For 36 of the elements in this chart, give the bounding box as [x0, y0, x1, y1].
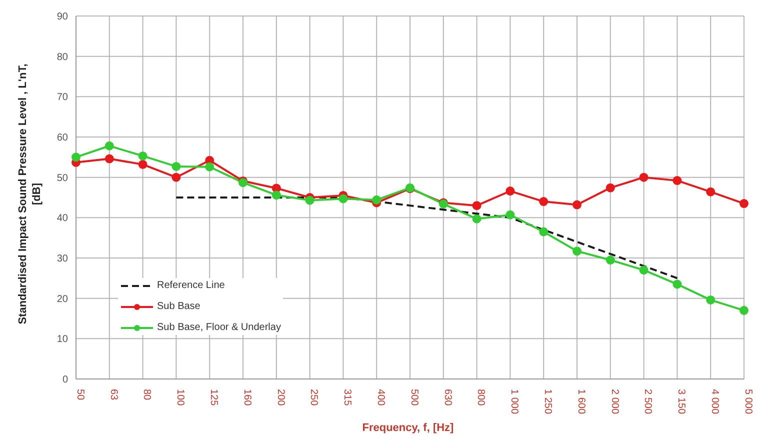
y-tick-label: 40	[56, 213, 68, 224]
x-tick-label: 200	[274, 389, 286, 406]
x-tick-label: 2 000	[608, 389, 620, 414]
legend-label: Sub Base	[157, 301, 200, 312]
x-tick-label: 50	[74, 389, 86, 401]
y-tick-label: 20	[56, 294, 68, 305]
y-axis-title: Standardised Impact Sound Pressure Level , L'nT, [dB]	[16, 62, 44, 326]
x-tick-label: 80	[141, 389, 152, 401]
x-axis-title: Frequency, f, [Hz]	[362, 422, 454, 434]
y-tick-label: 80	[56, 52, 68, 63]
y-tick-label: 70	[56, 92, 68, 104]
x-tick-label: 125	[208, 389, 219, 406]
legend-label: Reference Line	[157, 280, 225, 291]
x-tick-label: 100	[174, 389, 186, 406]
x-tick-label: 1 250	[542, 389, 553, 414]
x-tick-label: 2 500	[642, 389, 654, 414]
y-tick-label: 50	[56, 172, 68, 184]
x-tick-label: 800	[475, 389, 486, 406]
legend-label: Sub Base, Floor & Underlay	[157, 322, 281, 333]
x-tick-label: 315	[342, 389, 353, 406]
x-tick-label: 630	[442, 389, 453, 406]
x-tick-label: 5 000	[742, 389, 754, 414]
x-tick-label: 1 600	[575, 389, 586, 414]
x-tick-label: 63	[108, 389, 119, 401]
x-tick-label: 1 000	[508, 389, 520, 414]
y-tick-label: 30	[56, 254, 68, 265]
x-tick-label: 400	[374, 389, 386, 406]
y-tick-label: 0	[62, 374, 68, 386]
x-tick-label: 160	[241, 389, 252, 406]
x-tick-label: 4 000	[708, 389, 720, 414]
x-tick-label: 250	[308, 389, 320, 406]
y-tick-label: 90	[56, 12, 68, 23]
x-tick-label: 500	[408, 389, 420, 406]
x-tick-label: 3 150	[676, 389, 687, 414]
y-tick-label: 60	[56, 132, 68, 144]
y-tick-label: 10	[56, 334, 68, 346]
